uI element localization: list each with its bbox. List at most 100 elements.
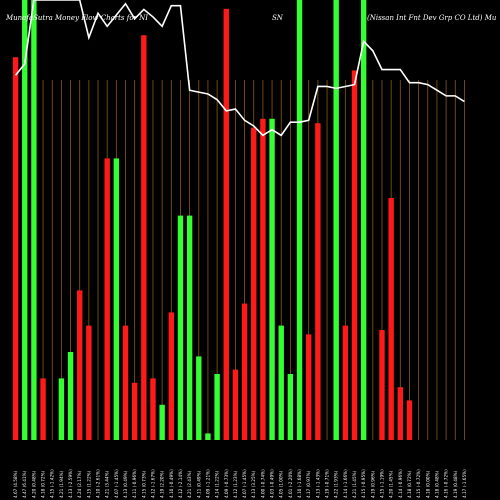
tick-label-28: 4.03 (-0.49%) xyxy=(270,469,275,498)
bar-16 xyxy=(159,404,165,440)
tick-label-49: 4.17 (-1.65%) xyxy=(462,469,467,498)
tick-label-42: 4.14 (-0.96%) xyxy=(398,469,403,498)
chart-title-left: MunafaSutra Money Flow Charts for NI xyxy=(5,14,148,22)
tick-label-8: 4.15 (1.22%) xyxy=(86,470,91,498)
tick-label-44: 4.15 (-0.72%) xyxy=(416,469,421,498)
bar-8 xyxy=(86,325,92,440)
bar-15 xyxy=(150,378,156,440)
tick-label-16: 4.19 (2.20%) xyxy=(160,470,165,498)
bar-22 xyxy=(214,374,220,440)
tick-label-3: 4.18 (0.72%) xyxy=(41,470,46,498)
bar-19 xyxy=(186,215,193,440)
bar-5 xyxy=(58,378,65,440)
tick-label-48: 4.19 (0.48%) xyxy=(453,470,458,498)
bar-33 xyxy=(315,123,321,440)
tick-label-4: 4.15 (-1.42%) xyxy=(50,469,55,498)
tick-label-24: 4.12 (1.23%) xyxy=(233,470,238,498)
tick-label-26: 4.13 (3.25%) xyxy=(251,470,256,498)
tick-label-37: 4.21 (1.45%) xyxy=(352,470,357,498)
bar-32 xyxy=(306,334,312,440)
bar-13 xyxy=(131,382,138,440)
tick-label-9: 4.10 (-2.61%) xyxy=(96,469,101,498)
tick-label-34: 4.19 (-0.71%) xyxy=(325,469,330,498)
tick-label-10: 4.21 (3.44%) xyxy=(105,470,110,498)
bars xyxy=(12,0,413,441)
bar-23 xyxy=(223,8,229,441)
tick-label-29: 4.05 (1.00%) xyxy=(279,470,284,498)
tick-label-19: 4.21 (2.43%) xyxy=(187,470,192,498)
tick-label-33: 4.13 (-1.43%) xyxy=(315,469,320,498)
tick-label-30: 4.01 (-2.20%) xyxy=(288,469,293,498)
grid-lines xyxy=(15,80,465,440)
bar-24 xyxy=(232,369,239,440)
bar-17 xyxy=(168,312,174,440)
tick-label-31: 4.10 (-1.68%) xyxy=(297,469,302,498)
bar-3 xyxy=(40,378,46,440)
bar-29 xyxy=(278,325,284,440)
tick-label-18: 4.12 (-2.14%) xyxy=(178,469,183,498)
bar-42 xyxy=(397,387,403,440)
bar-38 xyxy=(360,0,367,440)
tick-label-25: 4.07 (-1.45%) xyxy=(242,469,247,498)
bar-11 xyxy=(113,158,120,440)
bar-43 xyxy=(406,400,413,440)
chart-title-right: (Nissan Int Fnt Dev Grp CO Ltd) Mu xyxy=(367,14,497,22)
chart-title-mid: SN xyxy=(272,14,284,22)
tick-label-14: 4.15 (0.73%) xyxy=(141,470,146,498)
bar-6 xyxy=(67,352,74,440)
tick-label-38: 4.15 (-0.95%) xyxy=(361,469,366,498)
tick-label-45: 4.18 (0.00%) xyxy=(425,470,430,498)
bar-14 xyxy=(141,35,147,440)
tick-label-40: 4.15 (-1.19%) xyxy=(379,469,384,498)
tick-label-20: 4.11 (0.49%) xyxy=(196,470,201,498)
bar-21 xyxy=(205,433,211,440)
tick-label-11: 4.07 (-1.45%) xyxy=(114,469,119,498)
bar-41 xyxy=(388,198,394,440)
bar-40 xyxy=(379,330,385,440)
tick-label-47: 4.16 (-0.72%) xyxy=(444,469,449,498)
tick-label-12: 4.13 (0.49%) xyxy=(123,470,128,498)
tick-label-41: 4.20 (1.45%) xyxy=(389,470,394,498)
bar-36 xyxy=(342,325,349,440)
tick-label-13: 4.11 (-0.96%) xyxy=(132,469,137,498)
bar-0 xyxy=(12,57,19,440)
bar-26 xyxy=(251,127,257,440)
tick-label-7: 4.24 (2.17%) xyxy=(77,470,82,498)
tick-label-32: 4.17 (0.97%) xyxy=(306,470,311,498)
bar-35 xyxy=(333,0,339,440)
bar-7 xyxy=(77,290,83,440)
bar-2 xyxy=(31,0,37,440)
price-line xyxy=(14,0,465,137)
bar-30 xyxy=(287,374,294,440)
tick-label-36: 4.14 (-1.66%) xyxy=(343,469,348,498)
tick-label-23: 4.09 (-0.73%) xyxy=(224,469,229,498)
bar-18 xyxy=(177,215,184,440)
tick-label-27: 4.00 (-0.74%) xyxy=(260,469,265,498)
tick-label-6: 4.13 (-2.59%) xyxy=(68,469,73,498)
tick-label-43: 4.18 (0.72%) xyxy=(407,470,412,498)
tick-label-17: 4.10 (-0.49%) xyxy=(169,469,174,498)
tick-label-39: 4.19 (0.96%) xyxy=(370,470,375,498)
bar-1 xyxy=(22,0,28,440)
bar-25 xyxy=(241,303,248,440)
tick-label-0: 4.67 (4.58%) xyxy=(13,470,18,498)
bar-37 xyxy=(351,70,358,441)
tick-label-15: 4.12 (-1.67%) xyxy=(150,469,155,498)
bar-20 xyxy=(196,356,202,440)
x-tick-labels: 4.67 (4.58%) 4.47 (6.41%) 4.20 (0.48%) 4.18… xyxy=(13,469,467,498)
tick-label-35: 4.22 (1.93%) xyxy=(334,470,339,498)
tick-label-22: 4.14 (1.22%) xyxy=(215,470,220,498)
price-line-group xyxy=(14,0,465,137)
tick-label-21: 4.09 (-1.21%) xyxy=(205,469,210,498)
bar-27 xyxy=(260,118,266,441)
bar-31 xyxy=(296,0,303,440)
tick-label-46: 4.18 (0.48%) xyxy=(434,470,439,498)
tick-label-5: 4.21 (1.94%) xyxy=(59,470,64,498)
tick-label-1: 4.47 (6.41%) xyxy=(22,470,27,498)
bar-12 xyxy=(122,325,129,440)
bar-10 xyxy=(104,158,110,440)
bar-28 xyxy=(269,118,275,441)
tick-label-2: 4.20 (0.48%) xyxy=(31,470,36,498)
